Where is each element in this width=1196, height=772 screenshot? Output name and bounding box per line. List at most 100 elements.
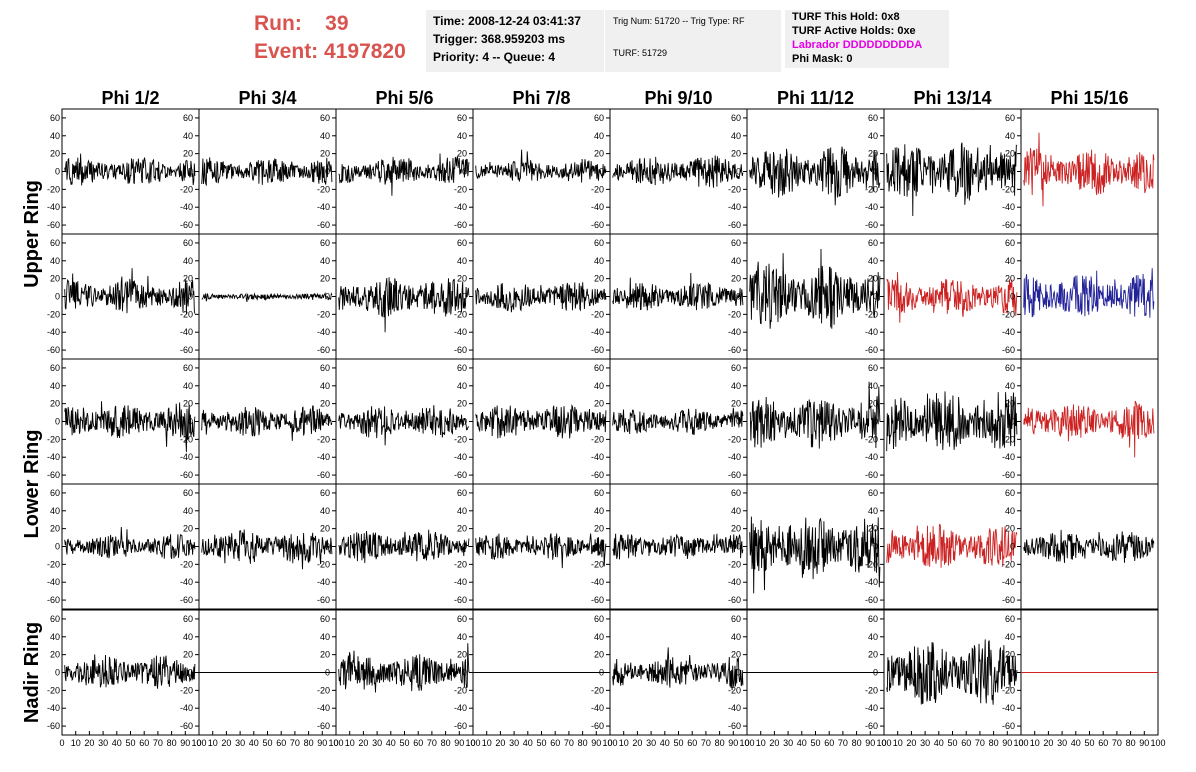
y-tick-label: -20 xyxy=(1002,559,1015,569)
turf-active-holds: TURF Active Holds: 0xe xyxy=(792,25,916,37)
y-tick-label: 60 xyxy=(183,113,193,123)
priority-text: Priority: 4 -- Queue: 4 xyxy=(433,50,556,64)
y-tick-label: 0 xyxy=(55,167,60,177)
y-tick-label: 20 xyxy=(50,399,60,409)
y-tick-label: 0 xyxy=(599,167,604,177)
x-tick-label: 80 xyxy=(578,738,588,748)
x-tick-label: 40 xyxy=(523,738,533,748)
y-tick-label: 0 xyxy=(873,292,878,302)
y-tick-label: -20 xyxy=(1002,434,1015,444)
y-tick-label: -60 xyxy=(865,220,878,230)
y-tick-label: 60 xyxy=(731,614,741,624)
y-tick-label: -20 xyxy=(728,309,741,319)
y-tick-label: 40 xyxy=(457,381,467,391)
y-tick-label: 40 xyxy=(457,256,467,266)
x-tick-label: 0 xyxy=(744,738,749,748)
y-tick-label: -60 xyxy=(47,721,60,731)
x-tick-label: 0 xyxy=(881,738,886,748)
y-tick-label: -40 xyxy=(591,327,604,337)
y-tick-label: -60 xyxy=(591,345,604,355)
y-tick-label: 60 xyxy=(594,363,604,373)
y-tick-label: 20 xyxy=(320,274,330,284)
x-tick-label: 30 xyxy=(920,738,930,748)
y-tick-label: 20 xyxy=(320,650,330,660)
x-tick-label: 100 xyxy=(328,738,343,748)
y-tick-label: -40 xyxy=(454,202,467,212)
y-tick-label: -40 xyxy=(47,577,60,587)
waveform-trace xyxy=(886,523,1018,568)
y-tick-label: 40 xyxy=(183,632,193,642)
y-tick-label: 20 xyxy=(457,149,467,159)
event-line: Event: 4197820 xyxy=(254,38,406,66)
run-value: 39 xyxy=(325,12,349,35)
y-tick-label: 20 xyxy=(320,524,330,534)
waveform-trace xyxy=(612,272,744,311)
y-tick-label: 20 xyxy=(183,650,193,660)
x-tick-label: 60 xyxy=(824,738,834,748)
y-tick-label: 0 xyxy=(55,292,60,302)
y-tick-label: -20 xyxy=(865,685,878,695)
y-tick-label: -20 xyxy=(454,309,467,319)
y-tick-label: 40 xyxy=(594,131,604,141)
x-tick-label: 70 xyxy=(153,738,163,748)
x-tick-label: 10 xyxy=(208,738,218,748)
y-tick-label: 40 xyxy=(457,632,467,642)
y-tick-label: -20 xyxy=(317,559,330,569)
header: Run: 39 Event: 4197820 Time: 2008-12-24 … xyxy=(0,0,1196,80)
x-tick-label: 20 xyxy=(1043,738,1053,748)
y-tick-label: 0 xyxy=(462,167,467,177)
y-tick-label: 0 xyxy=(188,668,193,678)
time-info-box: Time: 2008-12-24 03:41:37 Trigger: 368.9… xyxy=(426,10,604,72)
waveform-trace xyxy=(749,248,881,329)
waveform-trace xyxy=(612,407,744,436)
y-tick-label: -20 xyxy=(728,434,741,444)
y-tick-label: -20 xyxy=(1002,309,1015,319)
x-tick-label: 50 xyxy=(125,738,135,748)
y-tick-label: -20 xyxy=(180,309,193,319)
x-tick-label: 60 xyxy=(961,738,971,748)
x-tick-label: 10 xyxy=(1030,738,1040,748)
y-tick-label: -40 xyxy=(180,577,193,587)
y-tick-label: 0 xyxy=(736,542,741,552)
waveform-trace xyxy=(64,268,196,314)
x-tick-label: 70 xyxy=(427,738,437,748)
y-tick-label: 60 xyxy=(320,488,330,498)
y-tick-label: 40 xyxy=(50,381,60,391)
x-tick-label: 90 xyxy=(865,738,875,748)
run-line: Run: 39 xyxy=(254,10,406,38)
trig-num-text: Trig Num: 51720 -- Trig Type: RF xyxy=(613,16,745,26)
y-tick-label: 20 xyxy=(868,650,878,660)
y-tick-label: 0 xyxy=(462,417,467,427)
y-tick-label: 60 xyxy=(457,113,467,123)
y-tick-label: 20 xyxy=(457,274,467,284)
y-tick-label: 20 xyxy=(1005,274,1015,284)
y-tick-label: -20 xyxy=(47,309,60,319)
y-tick-label: -40 xyxy=(1002,577,1015,587)
y-tick-label: -40 xyxy=(47,202,60,212)
y-tick-label: -60 xyxy=(47,595,60,605)
y-tick-label: 20 xyxy=(731,149,741,159)
y-tick-label: 40 xyxy=(183,131,193,141)
x-tick-label: 90 xyxy=(317,738,327,748)
x-tick-label: 10 xyxy=(345,738,355,748)
y-tick-label: -40 xyxy=(317,202,330,212)
y-tick-label: 20 xyxy=(594,399,604,409)
waveform-trace xyxy=(338,405,470,446)
y-tick-label: 60 xyxy=(868,113,878,123)
x-tick-label: 70 xyxy=(838,738,848,748)
y-tick-label: 60 xyxy=(594,488,604,498)
x-tick-label: 0 xyxy=(607,738,612,748)
y-tick-label: 20 xyxy=(1005,650,1015,660)
y-tick-label: 0 xyxy=(736,167,741,177)
waveform-trace xyxy=(64,153,196,186)
x-tick-label: 100 xyxy=(1150,738,1165,748)
x-tick-label: 90 xyxy=(454,738,464,748)
y-tick-label: -40 xyxy=(865,452,878,462)
y-tick-label: 60 xyxy=(183,614,193,624)
x-tick-label: 30 xyxy=(509,738,519,748)
turf-num-text: TURF: 51729 xyxy=(613,48,668,58)
column-header: Phi 9/10 xyxy=(644,88,712,108)
y-tick-label: 40 xyxy=(183,506,193,516)
y-tick-label: 0 xyxy=(736,668,741,678)
x-tick-label: 40 xyxy=(112,738,122,748)
